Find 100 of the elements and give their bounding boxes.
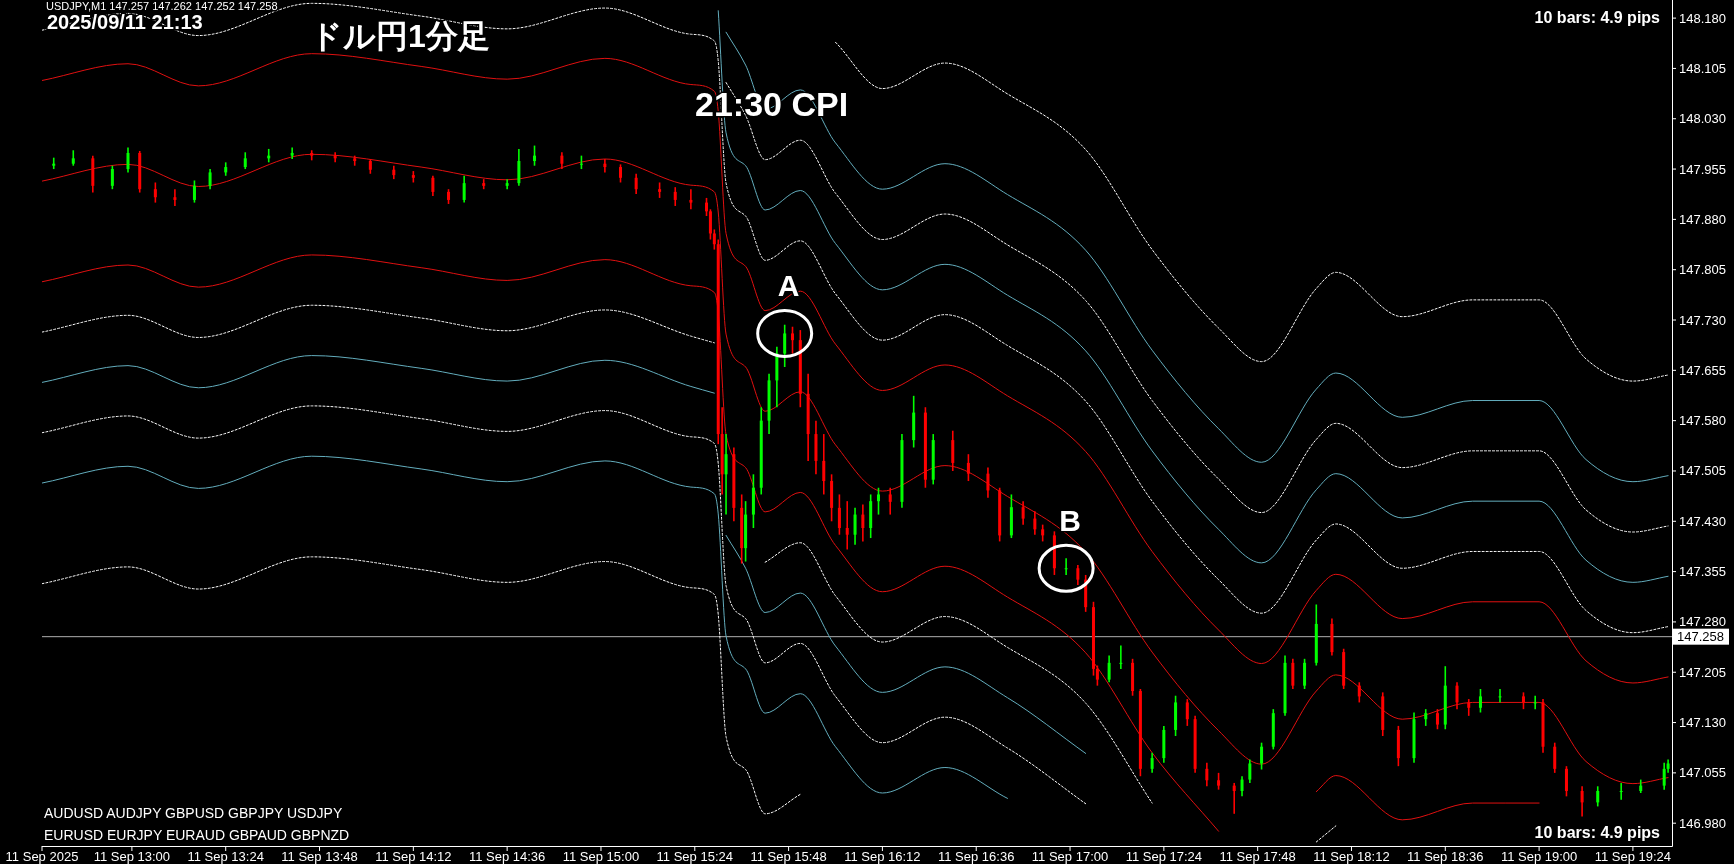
annotation: B [1059, 504, 1081, 538]
candlestick [1260, 741, 1264, 771]
candlestick [110, 164, 114, 190]
candlestick [1564, 765, 1568, 798]
y-tick-label: 147.580 [1679, 413, 1726, 429]
candlestick [208, 168, 212, 190]
x-tick-label: 11 Sep 13:00 [93, 849, 171, 864]
candlestick [1498, 688, 1502, 704]
y-tick-label: 147.655 [1679, 362, 1726, 378]
candlestick [1107, 654, 1111, 684]
candlestick [1076, 564, 1080, 586]
y-tick-label: 147.505 [1679, 463, 1726, 479]
candlestick [1303, 658, 1307, 690]
candlestick [1619, 782, 1623, 801]
candlestick [533, 144, 537, 167]
candlestick [1357, 681, 1361, 704]
annotation: AUDUSD AUDJPY GBPUSD GBPJPY USDJPY [44, 805, 343, 821]
candlestick [853, 507, 857, 546]
line-series [42, 405, 1087, 805]
candlestick [1478, 688, 1482, 714]
x-tick-label: 11 Sep 17:00 [1031, 849, 1109, 864]
x-tick-label: 11 Sep 17:48 [1219, 849, 1296, 864]
candlestick [837, 493, 841, 536]
candlestick [888, 486, 892, 516]
x-tick-label: 11 Sep 18:36 [1407, 849, 1484, 864]
y-tick-label: 148.030 [1679, 111, 1726, 127]
y-tick-label: 146.980 [1679, 815, 1726, 831]
candlestick [966, 453, 970, 482]
y-tick-label: 147.355 [1679, 564, 1726, 580]
y-tick-label: 147.805 [1679, 262, 1726, 278]
x-tick-label: 11 Sep 16:36 [938, 849, 1015, 864]
candlestick [1596, 785, 1600, 808]
candlestick [1580, 785, 1584, 818]
candlestick [1185, 698, 1189, 727]
annotation: EURUSD EURJPY EURAUD GBPAUD GBPNZD [44, 827, 350, 843]
candlestick [1150, 751, 1154, 774]
candlestick [173, 188, 177, 207]
candlestick [1064, 557, 1068, 576]
x-tick-label: 11 Sep 14:36 [468, 849, 546, 864]
x-tick-label: 11 Sep 18:12 [1313, 849, 1390, 864]
x-tick-label: 11 Sep 19:24 [1594, 849, 1672, 864]
ref-line-label: 147.258 [1677, 629, 1724, 645]
x-tick-label: 11 Sep 13:24 [187, 849, 264, 864]
candlestick [1533, 694, 1537, 710]
candlestick [708, 208, 712, 241]
y-tick-label: 147.430 [1679, 513, 1726, 529]
candlestick [1291, 658, 1295, 690]
annotation: 10 bars: 4.9 pips [1534, 9, 1661, 26]
x-tick-label: 11 Sep 14:12 [375, 849, 452, 864]
candlestick [951, 429, 955, 472]
candlestick [1662, 762, 1666, 791]
line-series [42, 455, 1008, 799]
candlestick [603, 158, 607, 174]
y-tick-label: 147.055 [1679, 765, 1726, 781]
candlestick [845, 500, 849, 551]
candlestick [153, 181, 157, 204]
candlestick [192, 179, 196, 204]
y-tick-label: 147.955 [1679, 161, 1726, 177]
y-tick-label: 148.105 [1679, 60, 1726, 76]
x-tick-label: 11 Sep 16:12 [844, 849, 921, 864]
candlestick [877, 486, 880, 516]
candlestick [634, 172, 638, 195]
candlestick [1119, 644, 1123, 670]
annotation: 10 bars: 4.9 pips [1534, 824, 1661, 841]
x-tick-label: 11 Sep 2025 [5, 849, 79, 864]
x-tick-label: 11 Sep 17:24 [1125, 849, 1203, 864]
candlestick [462, 174, 466, 204]
candlestick [1095, 664, 1099, 687]
y-tick-label: 147.205 [1679, 664, 1726, 680]
candlestick [1232, 782, 1236, 815]
candlestick [673, 186, 677, 207]
y-tick-label: 147.880 [1679, 211, 1726, 227]
candlestick [1455, 681, 1459, 710]
candlestick [126, 146, 130, 174]
x-tick-label: 11 Sep 15:00 [562, 849, 640, 864]
x-tick-label: 11 Sep 15:48 [750, 849, 827, 864]
candlestick [517, 148, 521, 187]
candlestick [619, 163, 623, 184]
text: ドル円1分足 [310, 18, 490, 54]
candlestick [431, 174, 435, 197]
candlestick [783, 323, 787, 368]
annotation: USDJPY,M1 147.257 147.262 147.252 147.258 [46, 0, 278, 12]
candlestick [822, 433, 826, 496]
candlestick [1248, 758, 1252, 784]
y-tick-label: 147.730 [1679, 312, 1726, 328]
x-tick-label: 11 Sep 13:48 [281, 849, 358, 864]
x-tick-label: 11 Sep 19:00 [1500, 849, 1578, 864]
y-tick-label: 147.130 [1679, 715, 1726, 731]
candlestick [724, 433, 728, 516]
candlestick [1205, 762, 1209, 788]
candlestick [52, 156, 56, 170]
candlestick [861, 503, 865, 543]
candlestick [705, 197, 709, 217]
candlestick [1435, 708, 1439, 731]
x-tick-label: 11 Sep 15:24 [656, 849, 733, 864]
candlestick [1021, 500, 1025, 526]
y-tick-label: 147.280 [1679, 614, 1726, 630]
candlestick [791, 325, 794, 355]
candlestick [1240, 775, 1244, 798]
candlestick [1033, 510, 1037, 536]
